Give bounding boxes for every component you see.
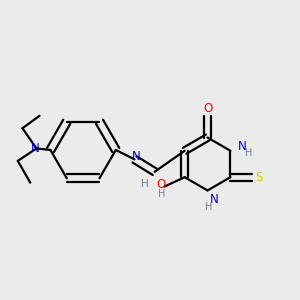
Text: S: S	[255, 171, 263, 184]
Text: N: N	[132, 150, 140, 163]
Text: N: N	[238, 140, 247, 153]
Text: H: H	[142, 179, 149, 189]
Text: H: H	[245, 148, 253, 158]
Text: O: O	[203, 102, 212, 116]
Text: H: H	[158, 189, 165, 199]
Text: N: N	[31, 142, 39, 155]
Text: O: O	[157, 178, 166, 191]
Text: H: H	[206, 202, 213, 212]
Text: N: N	[209, 193, 218, 206]
